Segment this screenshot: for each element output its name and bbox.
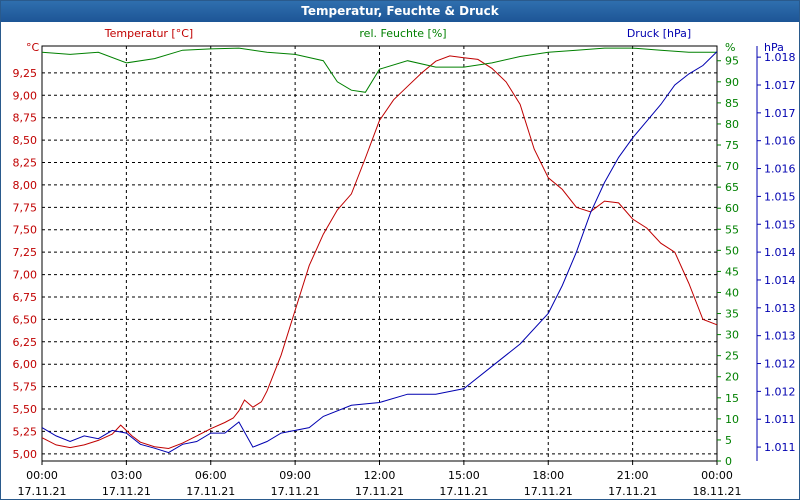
y-right2-tick-label: 1.014 <box>764 246 796 259</box>
y-right1-tick-label: 30 <box>725 329 739 342</box>
y-right1-tick-label: 85 <box>725 97 739 110</box>
y-right1-unit: % <box>725 41 735 54</box>
x-date-label: 17.11.21 <box>18 485 67 498</box>
y-left-tick-label: 6,25 <box>13 336 38 349</box>
y-right1-tick-label: 0 <box>725 455 732 468</box>
y-right1-tick-label: 70 <box>725 160 739 173</box>
x-date-label: 17.11.21 <box>271 485 320 498</box>
x-date-label: 17.11.21 <box>102 485 151 498</box>
plot-area <box>41 45 718 462</box>
y-right1-tick-label: 90 <box>725 76 739 89</box>
x-tick-label: 12:00 <box>364 469 396 482</box>
legend-humidity: rel. Feuchte [%] <box>359 27 446 40</box>
y-left-tick-label: 7,50 <box>13 224 38 237</box>
y-right2-tick-label: 1.016 <box>764 135 796 148</box>
legend-pressure: Druck [hPa] <box>627 27 691 40</box>
x-tick-label: 18:00 <box>532 469 564 482</box>
y-right1-tick-label: 50 <box>725 244 739 257</box>
x-tick-label: 21:00 <box>617 469 649 482</box>
series-pressure-line <box>41 51 718 454</box>
x-date-label: 18.11.21 <box>693 485 742 498</box>
y-left-tick-label: 6,75 <box>13 291 38 304</box>
x-date-label: 17.11.21 <box>355 485 404 498</box>
y-right2-tick-label: 1.012 <box>764 358 796 371</box>
y-right2-tick-label: 1.011 <box>764 413 796 426</box>
y-left-tick-label: 5,25 <box>13 425 38 438</box>
y-right1-tick-label: 75 <box>725 139 739 152</box>
y-right2-unit: hPa <box>764 41 784 54</box>
y-left-tick-label: 7,75 <box>13 201 38 214</box>
y-right1-tick-label: 35 <box>725 308 739 321</box>
y-left-tick-label: 5,00 <box>13 448 38 461</box>
series-humidity-line <box>41 47 717 93</box>
y-right1-tick-label: 60 <box>725 202 739 215</box>
y-left-tick-label: 9,25 <box>13 67 38 80</box>
legend-temperature: Temperatur [°C] <box>104 27 193 40</box>
y-left-tick-label: 7,00 <box>13 269 38 282</box>
y-right2-tick-label: 1.012 <box>764 385 796 398</box>
y-left-tick-label: 6,50 <box>13 313 38 326</box>
y-right2-tick-label: 1.013 <box>764 302 796 315</box>
y-right1-tick-label: 5 <box>725 434 732 447</box>
y-left-tick-label: 8,00 <box>13 179 38 192</box>
series-temperature-line <box>41 55 718 450</box>
y-right1-tick-label: 45 <box>725 265 739 278</box>
y-right1-tick-label: 10 <box>725 413 739 426</box>
y-right2-tick-label: 1.016 <box>764 163 796 176</box>
y-right1-tick-label: 95 <box>725 55 739 68</box>
y-left-tick-label: 8,50 <box>13 134 38 147</box>
x-tick-label: 00:00 <box>26 469 58 482</box>
y-right2-tick-label: 1.015 <box>764 218 796 231</box>
x-tick-label: 09:00 <box>279 469 311 482</box>
x-tick-label: 00:00 <box>701 469 733 482</box>
x-date-label: 17.11.21 <box>608 485 657 498</box>
y-left-tick-label: 5,50 <box>13 403 38 416</box>
x-date-label: 17.11.21 <box>186 485 235 498</box>
y-right2-tick-label: 1.014 <box>764 274 796 287</box>
y-left-tick-label: 7,25 <box>13 246 38 259</box>
x-date-label: 17.11.21 <box>524 485 573 498</box>
y-left-tick-label: 6,00 <box>13 358 38 371</box>
y-right1-tick-label: 40 <box>725 286 739 299</box>
y-left-tick-label: 8,75 <box>13 112 38 125</box>
y-right1-tick-label: 80 <box>725 118 739 131</box>
y-left-tick-label: 9,00 <box>13 89 38 102</box>
y-right2-tick-label: 1.015 <box>764 190 796 203</box>
x-date-label: 17.11.21 <box>439 485 488 498</box>
y-right2-tick-label: 1.017 <box>764 79 796 92</box>
y-left-unit: °C <box>26 41 40 54</box>
y-left-tick-label: 5,75 <box>13 381 38 394</box>
x-tick-label: 03:00 <box>111 469 143 482</box>
y-right2-tick-label: 1.013 <box>764 330 796 343</box>
y-right1-tick-label: 55 <box>725 223 739 236</box>
chart-title: Temperatur, Feuchte & Druck <box>1 1 799 22</box>
y-left-tick-label: 8,25 <box>13 157 38 170</box>
x-tick-label: 15:00 <box>448 469 480 482</box>
y-right1-tick-label: 65 <box>725 181 739 194</box>
y-right2-tick-label: 1.017 <box>764 107 796 120</box>
y-right1-tick-label: 15 <box>725 392 739 405</box>
y-right2-tick-label: 1.018 <box>764 51 796 64</box>
y-right1-tick-label: 20 <box>725 371 739 384</box>
x-tick-label: 06:00 <box>195 469 227 482</box>
y-right1-tick-label: 25 <box>725 350 739 363</box>
y-right2-tick-label: 1.011 <box>764 441 796 454</box>
